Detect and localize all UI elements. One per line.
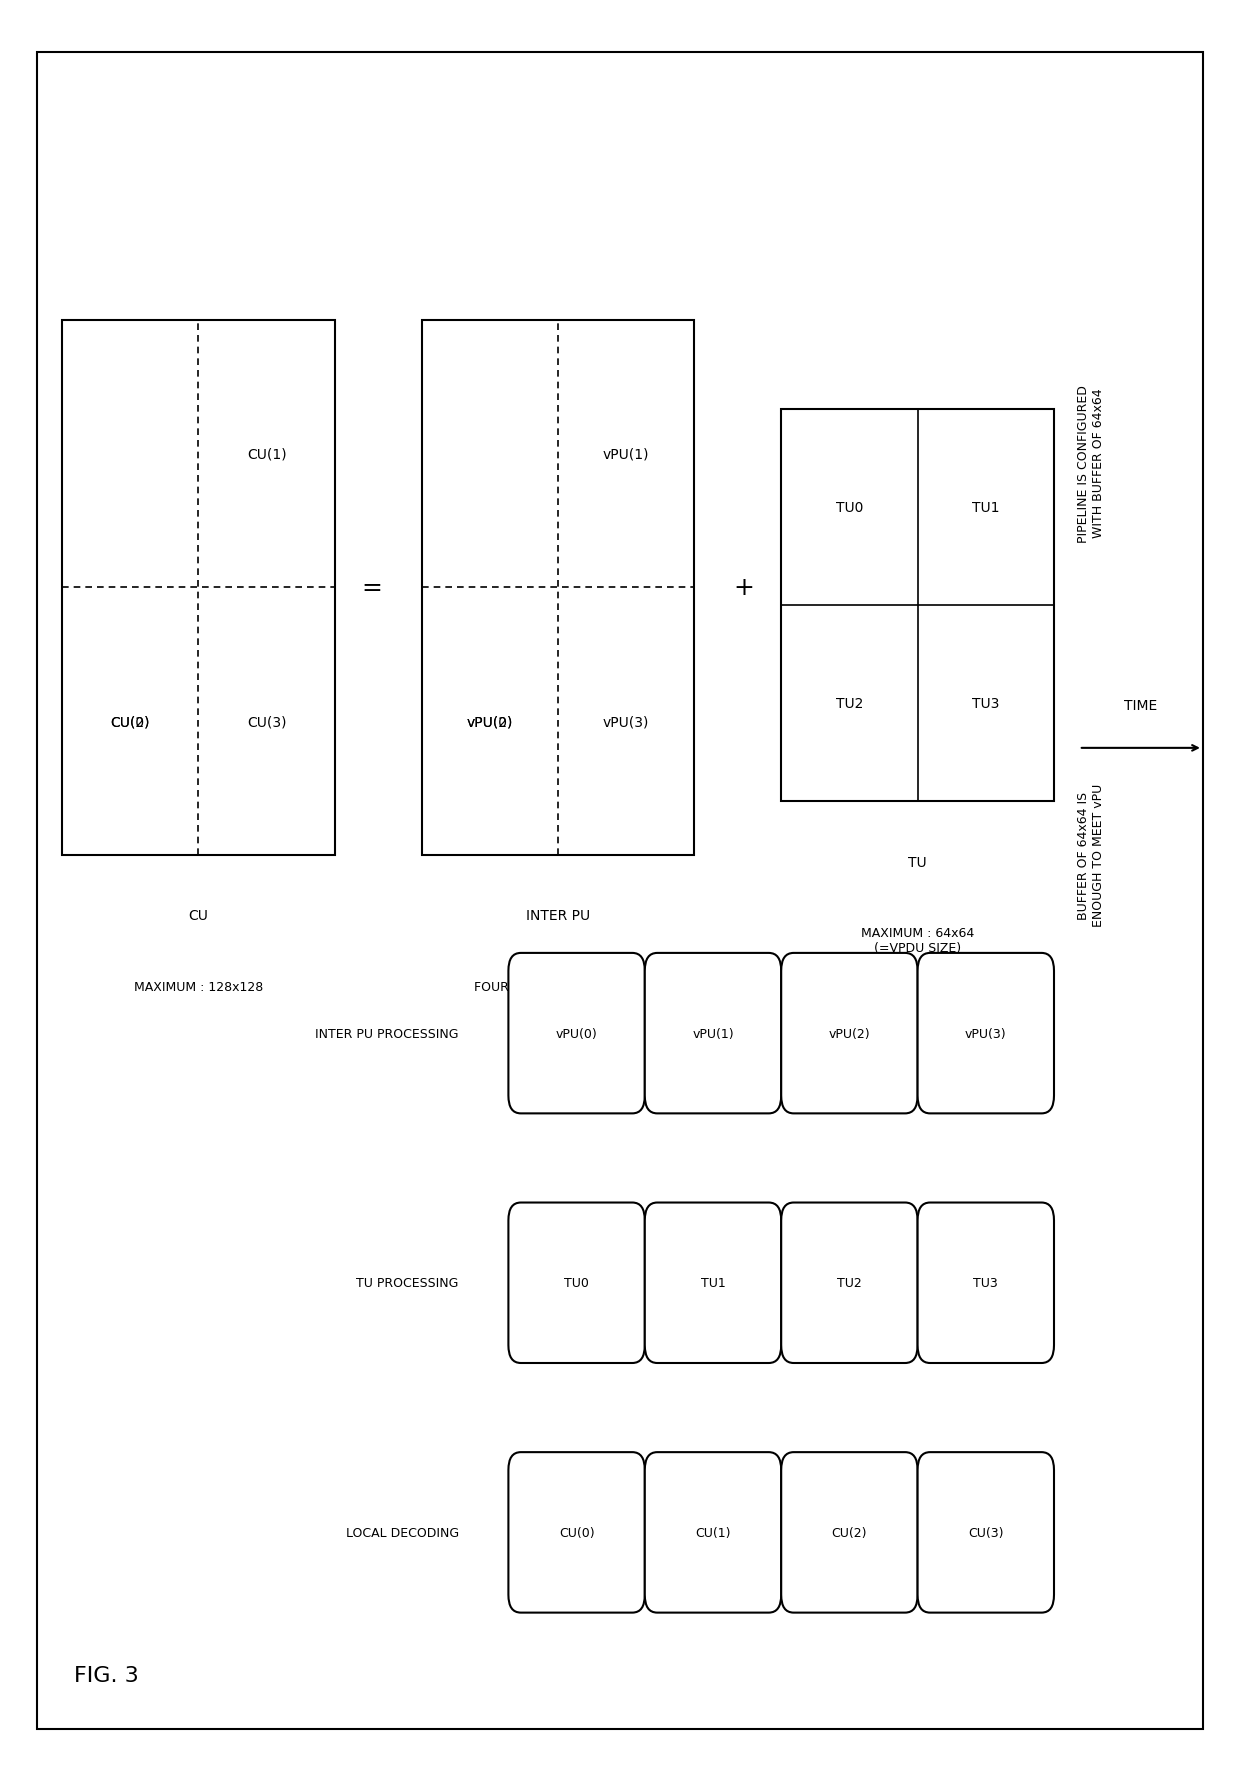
FancyBboxPatch shape xyxy=(508,1452,645,1613)
Text: vPU(0): vPU(0) xyxy=(466,715,513,729)
Text: TU0: TU0 xyxy=(564,1276,589,1290)
Text: TU3: TU3 xyxy=(973,1276,998,1290)
Text: MAXIMUM : 128x128: MAXIMUM : 128x128 xyxy=(134,980,263,993)
Text: FOUR DIVISIONS OF 64x64: FOUR DIVISIONS OF 64x64 xyxy=(475,980,641,993)
FancyBboxPatch shape xyxy=(645,953,781,1114)
FancyBboxPatch shape xyxy=(918,1452,1054,1613)
Text: CU(3): CU(3) xyxy=(247,715,286,729)
FancyBboxPatch shape xyxy=(918,1203,1054,1363)
Text: +: + xyxy=(734,576,754,601)
Text: TU3: TU3 xyxy=(972,697,999,711)
FancyBboxPatch shape xyxy=(781,953,918,1114)
Text: vPU(1): vPU(1) xyxy=(692,1026,734,1041)
Text: CU(1): CU(1) xyxy=(696,1525,730,1540)
FancyBboxPatch shape xyxy=(508,1203,645,1363)
Text: TU1: TU1 xyxy=(972,501,999,515)
Text: PIPELINE IS CONFIGURED
WITH BUFFER OF 64x64: PIPELINE IS CONFIGURED WITH BUFFER OF 64… xyxy=(1078,385,1105,542)
Text: vPU(1): vPU(1) xyxy=(603,447,650,462)
Text: =: = xyxy=(362,576,382,601)
Text: FIG. 3: FIG. 3 xyxy=(74,1664,139,1686)
Text: TU PROCESSING: TU PROCESSING xyxy=(356,1276,459,1290)
Text: TU1: TU1 xyxy=(701,1276,725,1290)
Text: CU: CU xyxy=(188,909,208,923)
FancyBboxPatch shape xyxy=(781,1452,918,1613)
Text: vPU(2): vPU(2) xyxy=(466,715,513,729)
Text: CU(0): CU(0) xyxy=(110,715,150,729)
Text: BUFFER OF 64x64 IS
ENOUGH TO MEET vPU: BUFFER OF 64x64 IS ENOUGH TO MEET vPU xyxy=(1078,784,1105,927)
Text: TU0: TU0 xyxy=(836,501,863,515)
Text: vPU(2): vPU(2) xyxy=(828,1026,870,1041)
Text: CU(1): CU(1) xyxy=(247,447,286,462)
Text: MAXIMUM : 64x64
(=VPDU SIZE): MAXIMUM : 64x64 (=VPDU SIZE) xyxy=(861,927,975,955)
Text: vPU(3): vPU(3) xyxy=(965,1026,1007,1041)
Bar xyxy=(62,321,335,855)
FancyBboxPatch shape xyxy=(918,953,1054,1114)
FancyBboxPatch shape xyxy=(645,1203,781,1363)
Bar xyxy=(422,321,694,855)
Text: vPU(0): vPU(0) xyxy=(556,1026,598,1041)
Text: INTER PU PROCESSING: INTER PU PROCESSING xyxy=(315,1026,459,1041)
FancyBboxPatch shape xyxy=(781,1203,918,1363)
Text: CU(3): CU(3) xyxy=(968,1525,1003,1540)
Text: TU: TU xyxy=(908,855,928,870)
Bar xyxy=(781,410,1054,802)
Text: CU(2): CU(2) xyxy=(832,1525,867,1540)
Text: INTER PU: INTER PU xyxy=(526,909,590,923)
Text: CU(0): CU(0) xyxy=(559,1525,594,1540)
Text: TIME: TIME xyxy=(1125,699,1157,713)
FancyBboxPatch shape xyxy=(508,953,645,1114)
FancyBboxPatch shape xyxy=(645,1452,781,1613)
Text: vPU(3): vPU(3) xyxy=(603,715,650,729)
Text: TU2: TU2 xyxy=(836,697,863,711)
Text: TU2: TU2 xyxy=(837,1276,862,1290)
Text: CU(2): CU(2) xyxy=(110,715,150,729)
Text: LOCAL DECODING: LOCAL DECODING xyxy=(346,1525,459,1540)
